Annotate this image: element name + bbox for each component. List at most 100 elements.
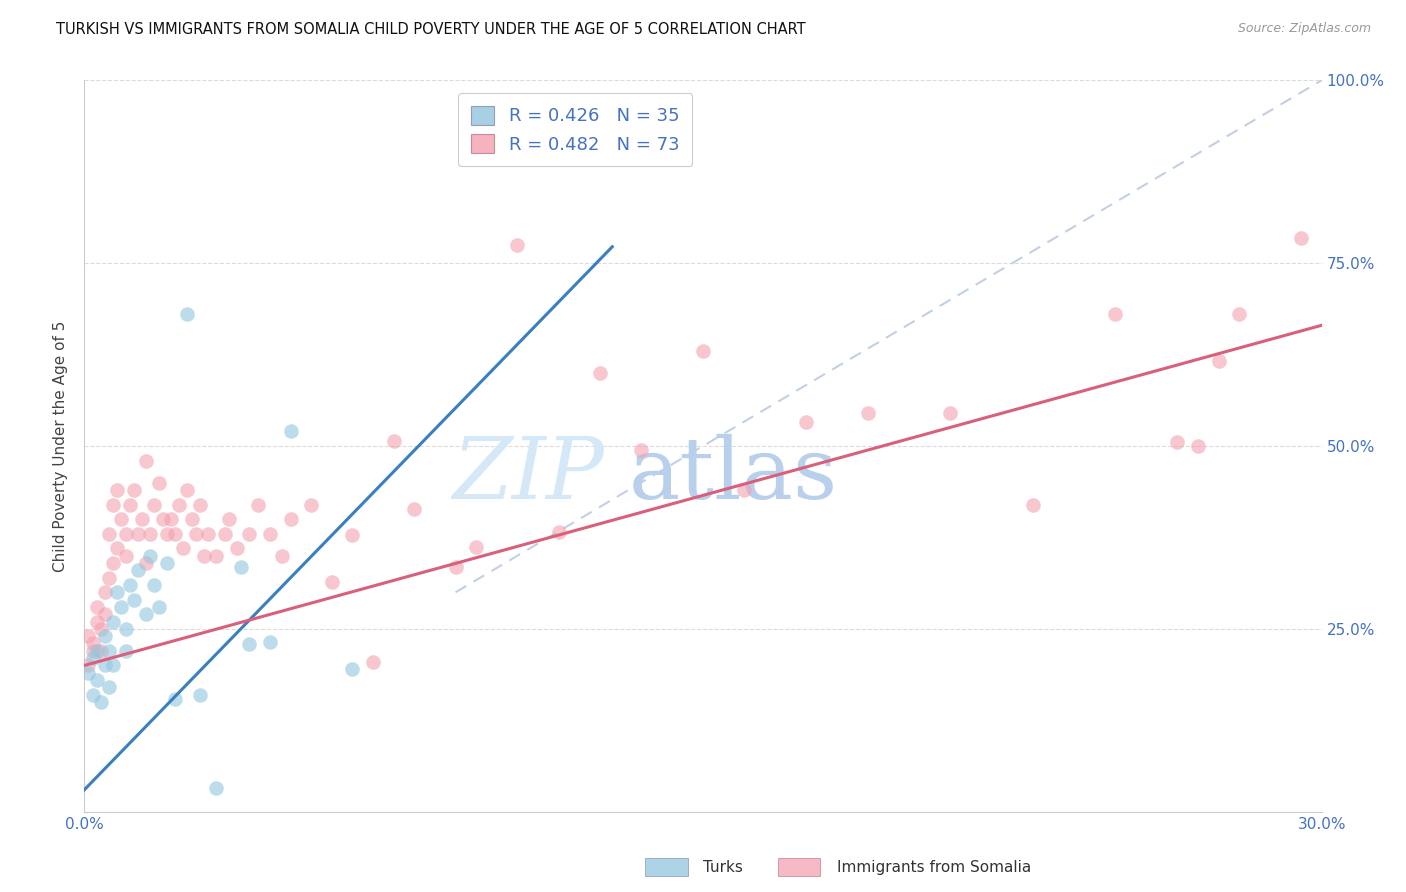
Point xyxy=(361,655,384,669)
Point xyxy=(547,120,569,135)
Point xyxy=(143,578,166,592)
Point xyxy=(444,559,467,574)
Point xyxy=(82,651,104,665)
Point xyxy=(98,571,121,585)
Point xyxy=(77,658,100,673)
Point xyxy=(188,688,211,702)
Point xyxy=(86,615,108,629)
Point xyxy=(197,526,219,541)
Point xyxy=(98,526,121,541)
Point xyxy=(110,599,132,614)
Text: Turks: Turks xyxy=(703,860,742,874)
Point xyxy=(1166,434,1188,449)
Point xyxy=(156,526,179,541)
Point xyxy=(90,695,112,709)
Point xyxy=(382,434,405,449)
Point xyxy=(110,512,132,526)
Point xyxy=(1289,231,1312,245)
Point xyxy=(148,599,170,614)
Point xyxy=(94,658,117,673)
Point xyxy=(139,549,162,563)
Point xyxy=(1187,439,1209,453)
Point xyxy=(122,483,145,497)
Text: TURKISH VS IMMIGRANTS FROM SOMALIA CHILD POVERTY UNDER THE AGE OF 5 CORRELATION : TURKISH VS IMMIGRANTS FROM SOMALIA CHILD… xyxy=(56,22,806,37)
Point xyxy=(167,498,190,512)
Point xyxy=(547,524,569,539)
Point xyxy=(131,512,153,526)
Point xyxy=(939,406,962,420)
Text: Immigrants from Somalia: Immigrants from Somalia xyxy=(837,860,1031,874)
Point xyxy=(135,453,157,467)
Point xyxy=(342,527,364,541)
Point xyxy=(465,540,488,554)
Point xyxy=(122,592,145,607)
Point xyxy=(105,585,128,599)
Point xyxy=(77,629,100,643)
Point xyxy=(1227,307,1250,321)
Legend: R = 0.426   N = 35, R = 0.482   N = 73: R = 0.426 N = 35, R = 0.482 N = 73 xyxy=(458,93,692,166)
Point xyxy=(139,526,162,541)
Point xyxy=(172,541,194,556)
Point xyxy=(105,541,128,556)
Y-axis label: Child Poverty Under the Age of 5: Child Poverty Under the Age of 5 xyxy=(53,320,69,572)
Point xyxy=(165,692,187,706)
Point xyxy=(280,512,302,526)
Point xyxy=(321,575,343,590)
Point xyxy=(135,607,157,622)
Point xyxy=(1104,307,1126,321)
Point xyxy=(218,512,240,526)
Point xyxy=(103,498,125,512)
Point xyxy=(118,578,141,592)
Point xyxy=(271,549,294,563)
Point xyxy=(299,498,322,512)
Point xyxy=(127,563,149,577)
Point xyxy=(589,366,612,380)
Point xyxy=(98,644,121,658)
Point xyxy=(692,343,714,358)
Point xyxy=(246,498,269,512)
Point xyxy=(94,585,117,599)
Point xyxy=(205,549,228,563)
Point xyxy=(733,483,755,497)
Point xyxy=(127,526,149,541)
Point xyxy=(188,498,211,512)
Point xyxy=(90,622,112,636)
Point xyxy=(184,526,207,541)
Point xyxy=(86,599,108,614)
Point xyxy=(176,307,198,321)
Point xyxy=(114,549,136,563)
Point xyxy=(86,673,108,687)
Point xyxy=(94,629,117,643)
Point xyxy=(90,644,112,658)
Point xyxy=(82,688,104,702)
Point xyxy=(856,406,879,420)
Point xyxy=(77,665,100,680)
Point xyxy=(143,498,166,512)
Point xyxy=(193,549,215,563)
Point xyxy=(103,615,125,629)
Point xyxy=(180,512,202,526)
Point xyxy=(114,622,136,636)
Point xyxy=(103,658,125,673)
Point xyxy=(114,644,136,658)
Point xyxy=(152,512,174,526)
Point xyxy=(103,556,125,570)
Text: ZIP: ZIP xyxy=(453,434,605,516)
Point xyxy=(229,560,252,574)
Point xyxy=(1208,353,1230,368)
Point xyxy=(160,512,183,526)
Point xyxy=(156,556,179,570)
Point xyxy=(114,526,136,541)
Point xyxy=(165,526,187,541)
Point xyxy=(82,644,104,658)
Point xyxy=(238,526,260,541)
Point xyxy=(105,483,128,497)
Point xyxy=(148,475,170,490)
Point xyxy=(135,556,157,570)
Point xyxy=(205,780,228,795)
Point xyxy=(259,635,281,649)
Point xyxy=(506,128,529,142)
Point xyxy=(404,501,426,516)
Point xyxy=(82,636,104,650)
Point xyxy=(794,416,817,430)
